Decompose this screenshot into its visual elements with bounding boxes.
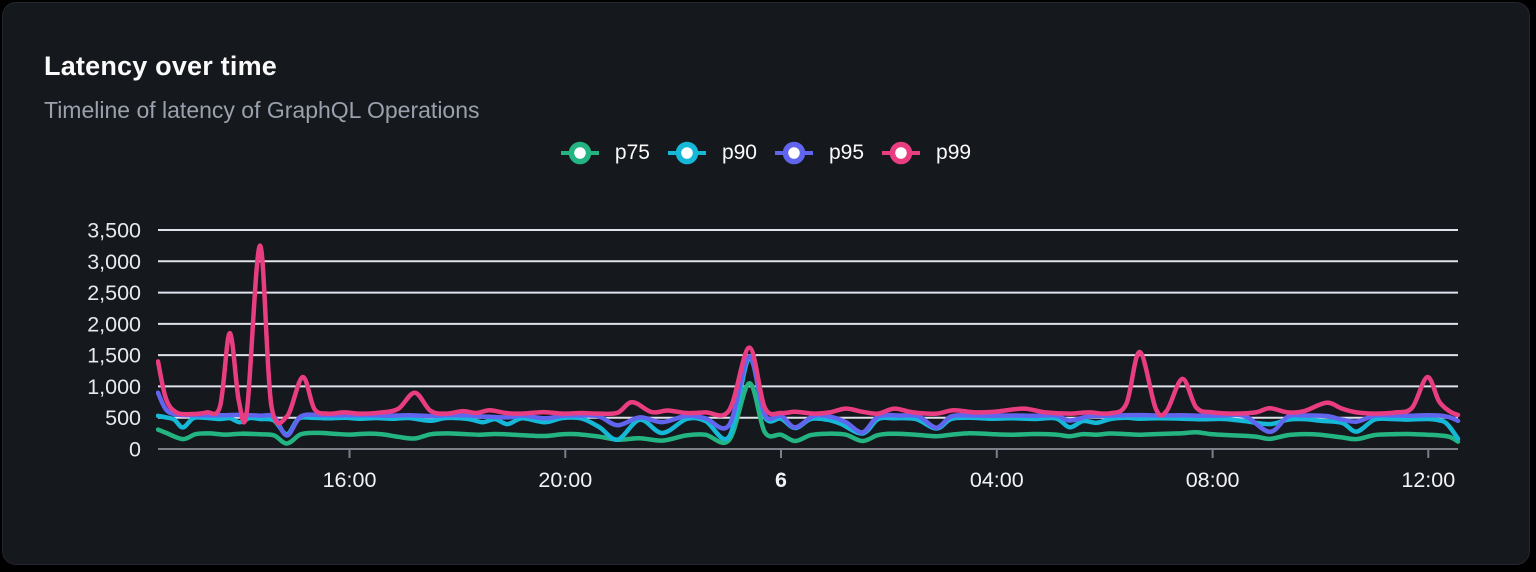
legend-marker-p90-icon (667, 141, 706, 165)
page-title: Latency over time (44, 51, 277, 81)
legend-item-p95[interactable]: p95 (775, 140, 864, 166)
legend-label-p90: p90 (721, 141, 757, 164)
page-subtitle: Timeline of latency of GraphQL Operation… (44, 97, 480, 123)
legend-label-p95: p95 (829, 141, 865, 164)
legend-marker-p95-icon (775, 141, 813, 165)
legend-item-p75[interactable]: p75 (560, 140, 650, 166)
legend-marker-p99-icon (882, 141, 921, 165)
legend-marker-p75-icon (560, 141, 599, 165)
legend-label-p75: p75 (614, 141, 650, 164)
legend-item-p99[interactable]: p99 (882, 140, 971, 166)
latency-chart-card: Latency over time Timeline of latency of… (2, 2, 1530, 565)
legend-item-p90[interactable]: p90 (667, 140, 757, 166)
chart-legend: p75 p90 p95 p99 (3, 140, 1529, 166)
legend-label-p99: p99 (936, 141, 972, 164)
